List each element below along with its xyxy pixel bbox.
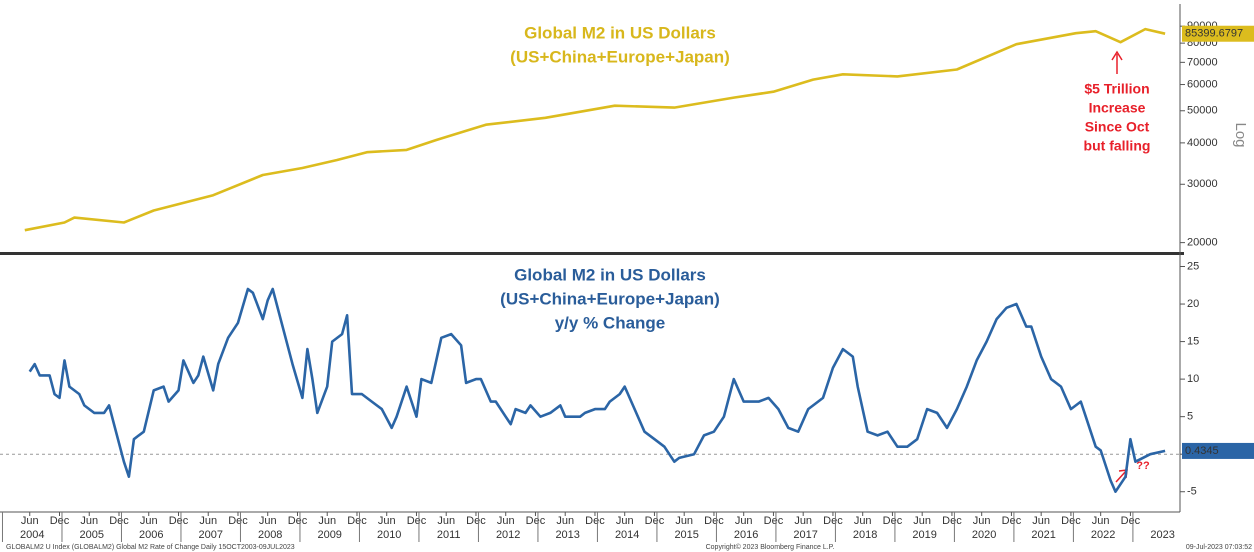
log-label: Log <box>1232 122 1249 147</box>
x-tick-label: Jun <box>854 515 872 527</box>
bottom-subtitle: y/y % Change <box>555 313 666 332</box>
x-tick-label: Jun <box>735 515 753 527</box>
year-label: 2016 <box>734 529 758 541</box>
x-tick-label: Jun <box>497 515 515 527</box>
year-label: 2021 <box>1031 529 1055 541</box>
year-label: 2015 <box>674 529 698 541</box>
year-label: 2012 <box>496 529 520 541</box>
x-tick-label: Jun <box>675 515 693 527</box>
x-tick-label: Dec <box>942 515 962 527</box>
year-label: 2019 <box>912 529 936 541</box>
series-line <box>24 27 1166 232</box>
annotation: Increase <box>1089 100 1146 116</box>
year-label: 2020 <box>972 529 996 541</box>
year-label: 2009 <box>317 529 341 541</box>
y-tick-label: 5 <box>1187 411 1193 423</box>
last-value-tag <box>1182 25 1254 42</box>
year-label: 2007 <box>198 529 222 541</box>
last-value-tag <box>1182 442 1254 459</box>
top-subtitle: (US+China+Europe+Japan) <box>510 47 730 66</box>
footer-right: 09-Jul-2023 07:03:52 <box>1186 544 1252 551</box>
x-tick-label: Dec <box>883 515 903 527</box>
year-label: 2018 <box>853 529 877 541</box>
footer-center: Copyright© 2023 Bloomberg Finance L.P. <box>706 543 835 551</box>
annotation-arrowhead <box>1111 50 1123 61</box>
year-label: 2014 <box>615 529 639 541</box>
bottom-subtitle: (US+China+Europe+Japan) <box>500 289 720 308</box>
x-tick-label: Dec <box>645 515 665 527</box>
x-tick-label: Jun <box>80 515 98 527</box>
y-tick-label: 20000 <box>1187 237 1218 249</box>
year-label: 2008 <box>258 529 282 541</box>
x-tick-label: Jun <box>616 515 634 527</box>
x-tick-label: Dec <box>704 515 724 527</box>
y-tick-label: 50000 <box>1187 105 1218 117</box>
panel-separator <box>0 252 1184 255</box>
y-tick-label: 40000 <box>1187 137 1218 149</box>
x-tick-label: Jun <box>1092 515 1110 527</box>
annotation: $5 Trillion <box>1084 81 1149 97</box>
last-value-label: 85399.6797 <box>1185 28 1243 40</box>
x-tick-label: Jun <box>199 515 217 527</box>
x-tick-label: Dec <box>347 515 367 527</box>
year-label: 2011 <box>437 529 461 541</box>
x-tick-label: Dec <box>823 515 843 527</box>
annotation: but falling <box>1084 138 1151 154</box>
y-tick-label: 15 <box>1187 335 1199 347</box>
x-tick-label: Dec <box>288 515 308 527</box>
year-label: 2004 <box>20 529 44 541</box>
year-label: 2013 <box>555 529 579 541</box>
x-tick-label: Dec <box>109 515 129 527</box>
x-tick-label: Jun <box>794 515 812 527</box>
x-tick-label: Dec <box>407 515 427 527</box>
y-tick-label: 25 <box>1187 260 1199 272</box>
x-tick-label: Jun <box>140 515 158 527</box>
annotation: Since Oct <box>1085 119 1150 135</box>
year-label: 2006 <box>139 529 163 541</box>
annotation-arrow <box>1115 470 1127 483</box>
x-tick-label: Dec <box>50 515 70 527</box>
x-tick-label: Dec <box>228 515 248 527</box>
x-tick-label: Dec <box>466 515 486 527</box>
x-tick-label: Jun <box>378 515 396 527</box>
year-label: 2005 <box>79 529 103 541</box>
x-tick-label: Dec <box>1061 515 1081 527</box>
last-value-label: 0.4345 <box>1185 445 1219 457</box>
footer-left: GLOBALM2 U Index (GLOBALM2) Global M2 Ra… <box>6 544 295 551</box>
series-line <box>28 287 1166 493</box>
x-tick-label: Dec <box>585 515 605 527</box>
x-tick-label: Jun <box>437 515 455 527</box>
x-tick-label: Dec <box>1121 515 1141 527</box>
bottom-title: Global M2 in US Dollars <box>514 265 706 284</box>
x-tick-label: Jun <box>973 515 991 527</box>
x-tick-label: Dec <box>169 515 189 527</box>
y-tick-label: 60000 <box>1187 78 1218 90</box>
x-tick-label: Dec <box>1002 515 1022 527</box>
top-title: Global M2 in US Dollars <box>524 23 716 42</box>
year-label: 2022 <box>1091 529 1115 541</box>
x-tick-label: Jun <box>556 515 574 527</box>
x-tick-label: Jun <box>1032 515 1050 527</box>
year-label: 2023 <box>1150 529 1174 541</box>
y-tick-label: -5 <box>1187 486 1197 498</box>
year-label: 2010 <box>377 529 401 541</box>
x-tick-label: Jun <box>318 515 336 527</box>
x-tick-label: Jun <box>21 515 39 527</box>
y-tick-label: 70000 <box>1187 56 1218 68</box>
annotation: ?? <box>1136 460 1150 472</box>
y-tick-label: 10 <box>1187 373 1199 385</box>
y-tick-label: 20 <box>1187 298 1199 310</box>
x-tick-label: Jun <box>913 515 931 527</box>
year-label: 2017 <box>793 529 817 541</box>
x-tick-label: Dec <box>764 515 784 527</box>
y-tick-label: 30000 <box>1187 178 1218 190</box>
x-tick-label: Jun <box>259 515 277 527</box>
x-tick-label: Dec <box>526 515 546 527</box>
